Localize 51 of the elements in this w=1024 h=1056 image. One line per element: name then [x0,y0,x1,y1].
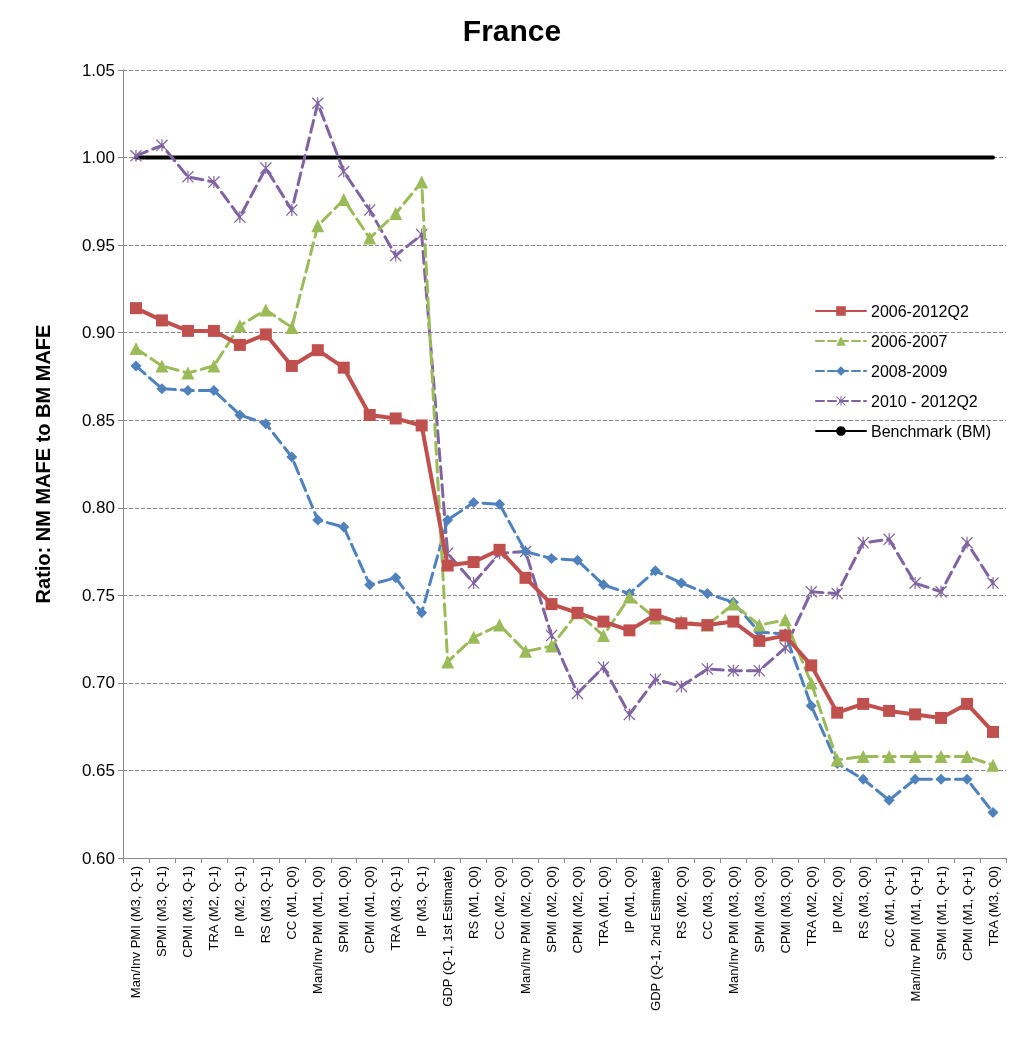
y-tick-label: 1.05 [81,60,115,80]
x-tick-label: Man/Inv PMI (M3, Q-1) [128,866,144,999]
y-tick-label: 0.85 [81,410,115,430]
x-tick-label: SPMI (M2, Q0) [544,866,560,953]
x-tick-label: IP (M2, Q0) [829,866,845,933]
x-tick-label: CPMI (M3, Q0) [777,866,793,954]
x-tick-label: TRA (M3, Q0) [985,866,1001,947]
x-tick-label: Man/Inv PMI (M1, Q0) [310,866,326,994]
legend-label: 2006-2007 [870,332,948,350]
chart-title: France [462,13,562,47]
x-tick-label: Man/Inv PMI (M2, Q0) [518,866,534,994]
y-tick-label: 0.80 [81,498,115,518]
x-tick-label: Man/Inv PMI (M1, Q+1) [907,866,923,1002]
y-tick-label: 0.95 [81,235,115,255]
legend-label: 2008-2009 [870,362,948,380]
x-tick-label: SPMI (M1, Q0) [336,866,352,953]
legend-label: 2006-2012Q2 [870,302,969,320]
x-tick-label: CPMI (M3, Q-1) [180,866,196,958]
x-tick-label: CC (M1, Q+1) [881,866,897,948]
x-tick-label: GDP (Q-1, 1st Estimate) [440,866,456,1007]
x-tick-label: GDP (Q-1, 2nd Estimate) [647,866,663,1011]
x-tick-label: TRA (M3, Q-1) [388,866,404,951]
x-tick-label: IP (M2, Q-1) [232,866,248,938]
x-tick-label: IP (M3, Q-1) [414,866,430,938]
x-tick-label: Man/Inv PMI (M3, Q0) [725,866,741,994]
x-tick-label: CPMI (M1, Q0) [362,866,378,954]
legend-label: 2010 - 2012Q2 [870,392,978,410]
x-tick-label: RS (M2, Q0) [673,866,689,939]
x-tick-label: TRA (M2, Q0) [803,866,819,947]
legend-label: Benchmark (BM) [870,422,992,440]
y-tick-label: 0.90 [81,323,115,343]
x-tick-label: CPMI (M1, Q+1) [959,866,975,961]
x-tick-label: RS (M3, Q-1) [258,866,274,944]
y-tick-label: 0.65 [81,760,115,780]
x-tick-label: RS (M3, Q0) [855,866,871,939]
x-tick-label: SPMI (M3, Q0) [751,866,767,953]
x-tick-label: RS (M1, Q0) [466,866,482,939]
x-tick-label: SPMI (M1, Q+1) [933,866,949,961]
x-tick-label: SPMI (M3, Q-1) [154,866,170,958]
x-tick-label: TRA (M1, Q0) [595,866,611,947]
y-tick-label: 1.00 [81,148,115,168]
x-tick-label: IP (M1, Q0) [621,866,637,933]
x-tick-label: CPMI (M2, Q0) [569,866,585,954]
y-axis-title: Ratio: NM MAFE to BM MAFE [32,324,54,604]
y-tick-label: 0.75 [81,585,115,605]
x-tick-label: CC (M1, Q0) [284,866,300,940]
y-tick-label: 0.70 [81,673,115,693]
x-tick-label: CC (M2, Q0) [492,866,508,940]
y-tick-label: 0.60 [81,848,115,868]
x-tick-label: CC (M3, Q0) [699,866,715,940]
x-tick-label: TRA (M2, Q-1) [206,866,222,951]
